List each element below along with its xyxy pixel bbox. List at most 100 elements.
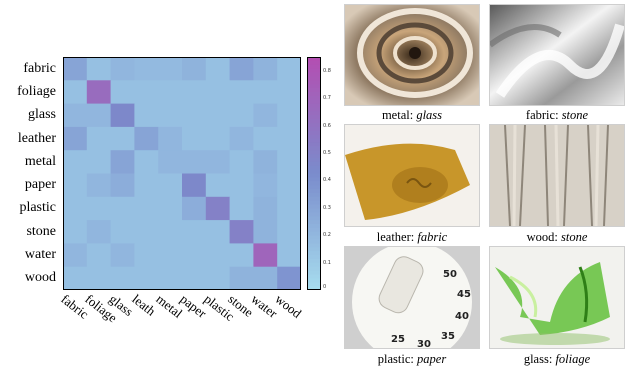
colorbar-segment [307, 266, 321, 272]
colorbar-segment [307, 270, 321, 275]
heatmap-cell [110, 196, 135, 221]
colorbar-segment [307, 115, 321, 120]
heatmap-cell [86, 57, 112, 81]
heatmap-cell [229, 266, 254, 290]
heatmap-cell [229, 80, 254, 105]
colorbar-segment [307, 185, 321, 190]
colorbar-segment [307, 243, 321, 248]
colorbar-segment [307, 60, 321, 66]
heatmap-cell [158, 220, 183, 244]
heatmap-cell [253, 150, 278, 174]
heatmap-cell [253, 220, 278, 244]
heatmap-cell [63, 243, 88, 268]
example-caption-2: fabric: stone [525, 108, 589, 122]
heatmap-cell [134, 173, 159, 198]
heatmap-cell [253, 196, 278, 221]
row-label: stone [26, 223, 56, 239]
heatmap-cell [277, 57, 301, 81]
heatmap-cell [63, 57, 88, 81]
heatmap-cell [182, 80, 207, 105]
colorbar-segment [307, 161, 321, 167]
svg-text:45: 45 [457, 289, 471, 300]
colorbar-tick-label: 0.1 [323, 259, 331, 266]
colorbar-tick-label: 0.7 [323, 95, 331, 102]
example-caption-3: leather: fabric [376, 230, 448, 244]
svg-text:50: 50 [443, 269, 457, 280]
heatmap-cell [182, 266, 207, 290]
colorbar [307, 57, 321, 290]
colorbar-segment [307, 208, 321, 213]
heatmap-cell [86, 266, 112, 290]
colorbar-tick-label: 0.5 [323, 149, 331, 156]
colorbar-segment [307, 88, 321, 93]
colorbar-segment [307, 99, 321, 105]
colorbar-tick-label: 0.6 [323, 122, 331, 129]
colorbar-segment [307, 154, 321, 159]
colorbar-segment [307, 150, 321, 155]
heatmap-cell [182, 57, 207, 81]
heatmap-cell [134, 196, 159, 221]
colorbar-segment [307, 220, 321, 225]
heatmap-cell [158, 173, 183, 198]
svg-text:35: 35 [441, 331, 455, 342]
kitchen-timer-image: 50 45 40 35 30 25 [344, 246, 480, 349]
heatmap-cell [205, 220, 231, 244]
heatmap-cell [158, 196, 183, 221]
heatmap-cell [63, 196, 88, 221]
colorbar-segment [307, 231, 321, 237]
colorbar-segment [307, 169, 321, 174]
colorbar-segment [307, 126, 321, 132]
example-label: fabric [525, 108, 556, 122]
heatmap-cell [134, 220, 159, 244]
colorbar-tick-label: 0.4 [323, 177, 331, 184]
heatmap-cell [182, 126, 207, 151]
heatmap-cell [182, 103, 207, 128]
heatmap-cell [205, 196, 231, 221]
colorbar-segment [307, 255, 321, 260]
colorbar-segment [307, 274, 321, 279]
example-label: plastic [377, 352, 411, 366]
heatmap-cell [158, 266, 183, 290]
heatmap-cell [205, 80, 231, 105]
heatmap-cell [277, 126, 301, 151]
heatmap-cell [86, 196, 112, 221]
row-label: metal [24, 153, 56, 169]
colorbar-segment [307, 262, 321, 268]
column-label: wood [272, 291, 305, 321]
heatmap-cell [182, 243, 207, 268]
colorbar-segment [307, 212, 321, 217]
heatmap-cell [182, 150, 207, 174]
heatmap-cell [110, 243, 135, 268]
heatmap-cell [277, 266, 301, 290]
colorbar-segment [307, 103, 321, 108]
heatmap-cell [277, 196, 301, 221]
heatmap-cell [277, 173, 301, 198]
example-prediction: paper [417, 352, 447, 366]
heatmap-cell [86, 126, 112, 151]
colorbar-segment [307, 138, 321, 143]
heatmap-cell [229, 103, 254, 128]
column-label: leath [129, 291, 159, 319]
row-label: wood [24, 270, 56, 286]
heatmap-cell [63, 220, 88, 244]
heatmap-cell [158, 80, 183, 105]
example-label: wood [526, 230, 555, 244]
colorbar-segment [307, 146, 321, 151]
heatmap-cell [134, 150, 159, 174]
heatmap-cell [253, 243, 278, 268]
white-fabric-image [489, 4, 625, 106]
heatmap-cell [158, 243, 183, 268]
heatmap-cell [86, 103, 112, 128]
heatmap-cell [277, 80, 301, 105]
heatmap-cell [205, 266, 231, 290]
colorbar-tick-label: 0.3 [323, 204, 331, 211]
heatmap-cell [205, 173, 231, 198]
colorbar-segment [307, 278, 321, 283]
confusion-matrix [63, 57, 301, 290]
colorbar-segment [307, 177, 321, 182]
example-prediction: stone [561, 108, 589, 122]
colorbar-segment [307, 119, 321, 124]
heatmap-cell [182, 196, 207, 221]
colorbar-segment [307, 204, 321, 209]
heatmap-cell [182, 220, 207, 244]
